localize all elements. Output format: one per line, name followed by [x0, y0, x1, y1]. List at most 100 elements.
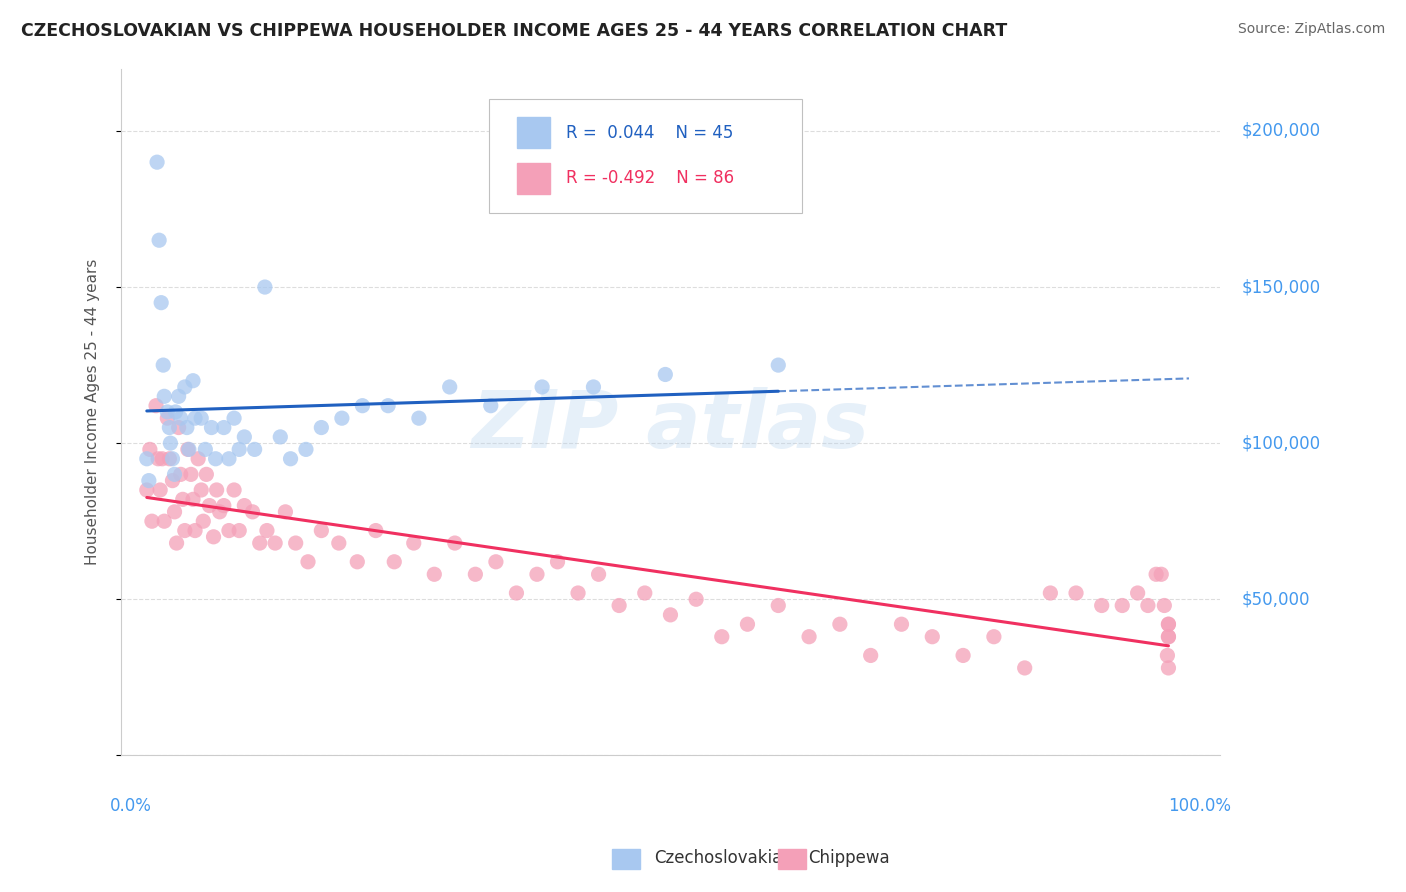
Point	[280, 451, 302, 466]
Point	[443, 536, 465, 550]
Point	[567, 586, 589, 600]
Point	[859, 648, 882, 663]
Point	[588, 567, 610, 582]
Point	[208, 505, 231, 519]
Point	[228, 524, 250, 538]
Point	[205, 483, 228, 497]
Bar	[516, 163, 550, 194]
Point	[1126, 586, 1149, 600]
Point	[184, 411, 207, 425]
Point	[149, 483, 172, 497]
Point	[150, 451, 173, 466]
Point	[253, 280, 276, 294]
Point	[439, 380, 461, 394]
Point	[193, 514, 215, 528]
Point	[190, 411, 212, 425]
Point	[195, 467, 218, 482]
Point	[170, 467, 193, 482]
Point	[346, 555, 368, 569]
Point	[295, 442, 318, 457]
Point	[177, 442, 200, 457]
Point	[377, 399, 399, 413]
Point	[165, 405, 187, 419]
Point	[1157, 617, 1180, 632]
Point	[200, 420, 222, 434]
Text: Czechoslovakians: Czechoslovakians	[654, 849, 801, 867]
Point	[1157, 630, 1180, 644]
Point	[1144, 567, 1167, 582]
Point	[172, 492, 194, 507]
Text: 0.0%: 0.0%	[110, 797, 152, 814]
Point	[328, 536, 350, 550]
Point	[187, 451, 209, 466]
Point	[162, 451, 184, 466]
Point	[212, 420, 235, 434]
Point	[156, 405, 179, 419]
Text: Chippewa: Chippewa	[808, 849, 890, 867]
Point	[145, 399, 167, 413]
Point	[156, 411, 179, 425]
Text: Source: ZipAtlas.com: Source: ZipAtlas.com	[1237, 22, 1385, 37]
Point	[157, 451, 180, 466]
Text: ZIP atlas: ZIP atlas	[471, 386, 869, 465]
Point	[233, 499, 256, 513]
Point	[159, 436, 181, 450]
Text: R =  0.044    N = 45: R = 0.044 N = 45	[567, 124, 734, 142]
Point	[153, 514, 176, 528]
Point	[167, 389, 190, 403]
Point	[202, 530, 225, 544]
Point	[423, 567, 446, 582]
Point	[153, 389, 176, 403]
Point	[1064, 586, 1087, 600]
Point	[222, 411, 245, 425]
Point	[194, 442, 217, 457]
Point	[181, 492, 204, 507]
Point	[402, 536, 425, 550]
Point	[654, 368, 676, 382]
Point	[464, 567, 486, 582]
Point	[181, 374, 204, 388]
Point	[634, 586, 657, 600]
Bar	[516, 117, 550, 148]
Point	[180, 467, 202, 482]
Point	[173, 524, 195, 538]
Point	[242, 505, 264, 519]
Point	[1156, 648, 1178, 663]
Point	[659, 607, 682, 622]
Point	[983, 630, 1005, 644]
Point	[176, 420, 198, 434]
Point	[269, 430, 291, 444]
Text: $100,000: $100,000	[1241, 434, 1320, 452]
Point	[890, 617, 912, 632]
Point	[828, 617, 851, 632]
Point	[1157, 661, 1180, 675]
Point	[311, 420, 333, 434]
Point	[218, 451, 240, 466]
Point	[198, 499, 221, 513]
Point	[1153, 599, 1175, 613]
Point	[710, 630, 733, 644]
Point	[505, 586, 527, 600]
Point	[167, 420, 190, 434]
Point	[264, 536, 287, 550]
Point	[170, 411, 193, 425]
Text: $150,000: $150,000	[1241, 278, 1320, 296]
Point	[243, 442, 266, 457]
Point	[952, 648, 974, 663]
Point	[364, 524, 387, 538]
Point	[1157, 617, 1180, 632]
Point	[737, 617, 759, 632]
Point	[228, 442, 250, 457]
Point	[256, 524, 278, 538]
Point	[479, 399, 502, 413]
Point	[382, 555, 405, 569]
Point	[177, 442, 200, 457]
Point	[162, 474, 184, 488]
Point	[1157, 630, 1180, 644]
Point	[547, 555, 569, 569]
Point	[233, 430, 256, 444]
Point	[141, 514, 163, 528]
Point	[330, 411, 353, 425]
Point	[148, 233, 170, 247]
Point	[1150, 567, 1173, 582]
